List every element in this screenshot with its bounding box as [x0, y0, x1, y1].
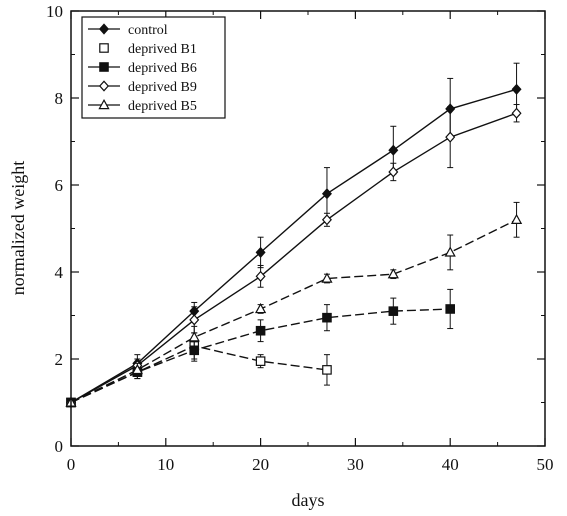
legend-marker: [98, 98, 110, 110]
data-point: [511, 83, 522, 95]
legend: control deprived B1 deprived B6 deprived B9…: [81, 16, 226, 119]
x-axis-label: days: [292, 490, 325, 510]
legend-item: control: [88, 23, 168, 38]
data-point: [444, 246, 456, 257]
series-layer: [65, 62, 523, 409]
y-tick-label: 0: [55, 437, 64, 456]
data-point: [445, 131, 456, 143]
series-line: [70, 219, 517, 404]
y-tick-label: 4: [55, 263, 64, 282]
data-point: [255, 246, 266, 259]
data-point: [387, 268, 399, 279]
legend-item: deprived B1: [99, 42, 197, 57]
legend-marker: [99, 43, 109, 53]
x-tick-label: 40: [442, 455, 459, 474]
data-point: [188, 331, 200, 342]
x-tick-label: 30: [347, 455, 364, 474]
x-tick-label: 50: [537, 455, 554, 474]
legend-label: deprived B5: [128, 99, 197, 114]
data-point: [321, 188, 332, 200]
series-line: [70, 112, 517, 404]
tick-labels: 0 10 20 30 40 50 0 2 4 6 8 10: [46, 2, 554, 474]
data-point: [255, 325, 266, 336]
y-axis-label: normalized weight: [8, 161, 28, 295]
x-tick-label: 10: [157, 455, 174, 474]
data-point: [189, 314, 200, 326]
x-tick-label: 0: [67, 455, 76, 474]
legend-label: deprived B6: [128, 61, 197, 76]
legend-marker: [98, 23, 110, 35]
data-point: [254, 302, 267, 314]
legend-item: deprived B5: [88, 98, 197, 114]
data-point: [388, 144, 399, 156]
data-point: [445, 304, 455, 314]
plot-frame: [70, 10, 546, 447]
legend-item: deprived B6: [88, 61, 197, 76]
data-point: [131, 363, 143, 375]
data-point: [255, 270, 266, 282]
x-tick-label: 20: [252, 455, 269, 474]
data-point: [388, 166, 399, 178]
legend-marker: [99, 62, 109, 72]
series-deprived-b1: [66, 332, 332, 408]
y-tick-label: 10: [46, 2, 63, 21]
data-point: [321, 272, 333, 283]
data-point: [322, 312, 332, 323]
legend-item: deprived B9: [88, 80, 197, 95]
series-line: [70, 88, 517, 404]
y-tick-label: 6: [55, 176, 64, 195]
legend-label: control: [128, 23, 168, 38]
data-point: [322, 365, 332, 375]
data-point: [321, 214, 332, 226]
data-point: [511, 107, 522, 119]
legend-marker: [98, 80, 110, 92]
data-point: [255, 356, 266, 366]
series-deprived-b5: [65, 201, 523, 407]
y-tick-label: 8: [55, 89, 64, 108]
data-point: [388, 306, 399, 316]
legend-label: deprived B9: [128, 80, 197, 95]
legend-label: deprived B1: [128, 42, 197, 57]
data-point: [510, 213, 523, 224]
y-tick-label: 2: [55, 350, 64, 369]
